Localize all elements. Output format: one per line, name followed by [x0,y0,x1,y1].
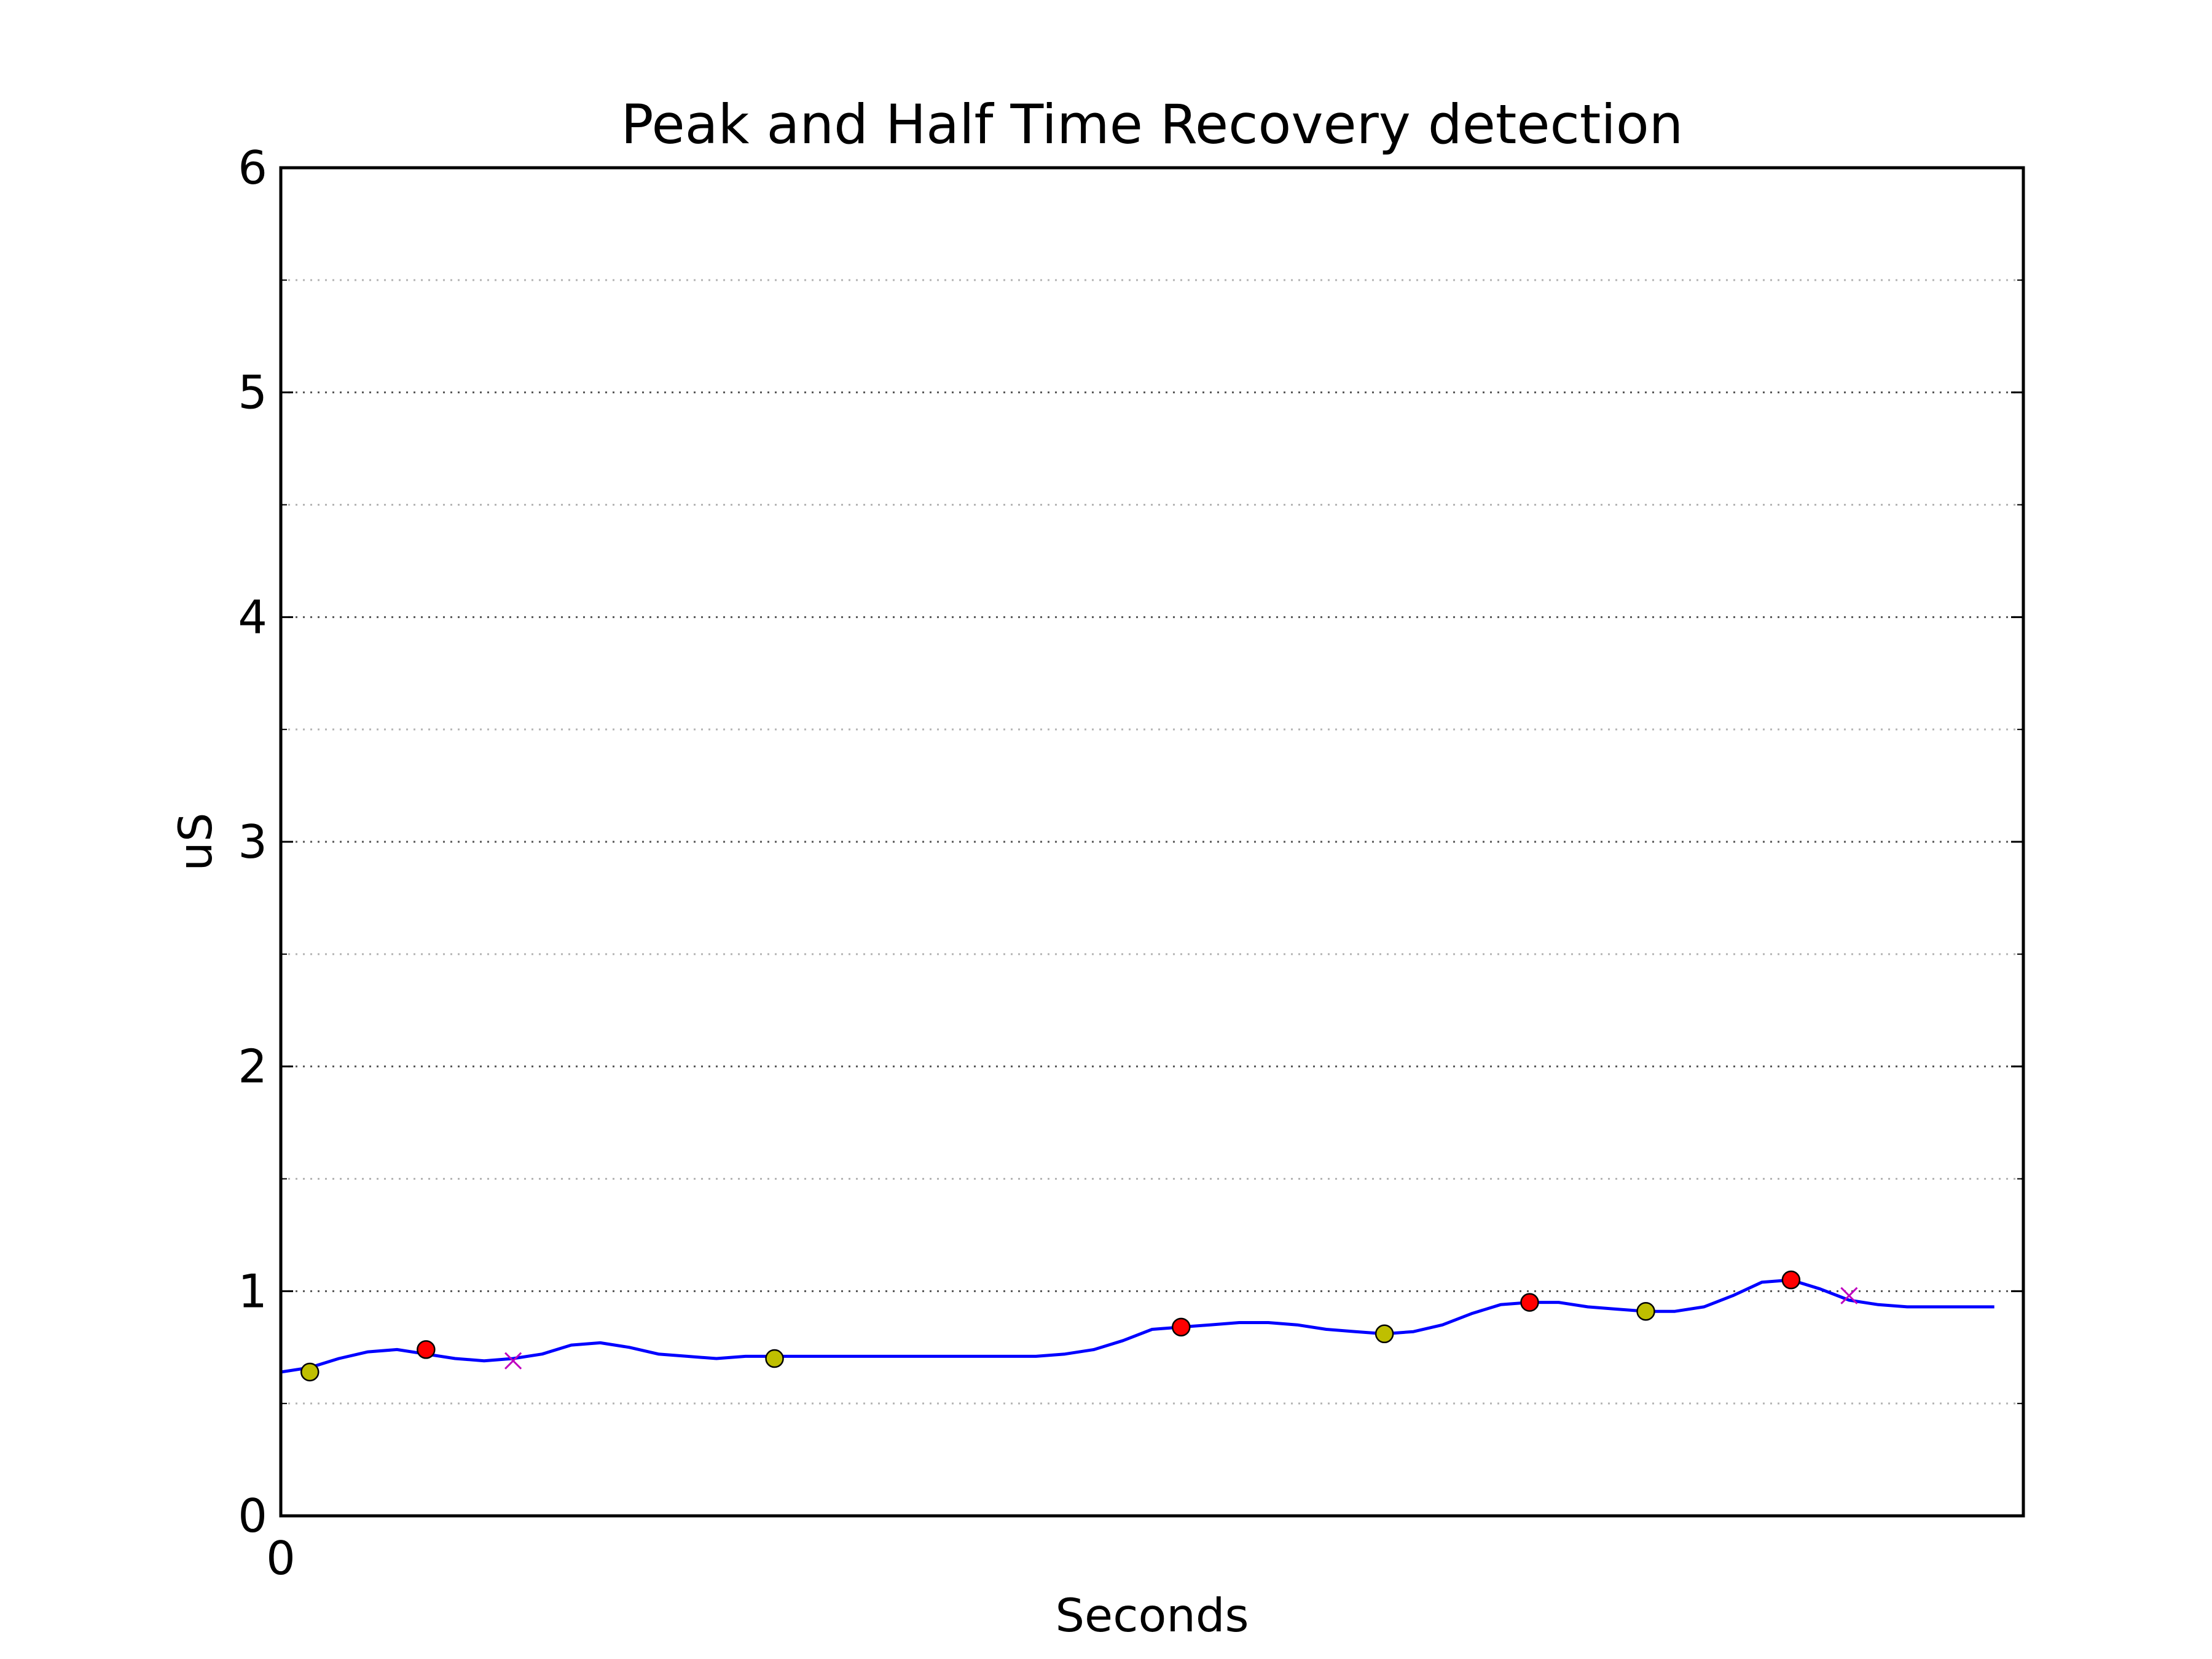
y-tick-label: 2 [238,1040,267,1094]
x-axis-label: Seconds [1055,1588,1249,1642]
y-axis-label: uS [168,812,222,871]
y-tick-label: 4 [238,590,267,644]
marker-half-recovery [504,1352,522,1370]
y-tick-label: 3 [238,815,267,869]
markers-layer [300,1270,1858,1382]
marker-onsets [1375,1324,1394,1344]
marker-peaks [417,1340,436,1359]
plot-frame [279,166,2025,1518]
series-layer [280,1278,1994,1374]
tick-labels: 0 1 2 3 4 5 6 0 [238,141,296,1585]
marker-peaks [1520,1293,1539,1312]
marker-onsets [765,1349,784,1368]
y-tick-label: 5 [238,366,267,420]
series-line-signal [280,1278,1994,1374]
x-tick-label: 0 [266,1531,296,1585]
y-tick-label: 1 [238,1264,267,1318]
marker-half-recovery [1840,1287,1858,1304]
marker-onsets [1636,1301,1655,1321]
grid [281,279,2023,1405]
marker-peaks [1172,1317,1191,1337]
marker-onsets [300,1362,320,1382]
chart-title: Peak and Half Time Recovery detection [621,93,1684,156]
y-tick-label: 6 [238,141,267,195]
marker-peaks [1781,1270,1801,1290]
y-tick-label: 0 [238,1489,267,1543]
